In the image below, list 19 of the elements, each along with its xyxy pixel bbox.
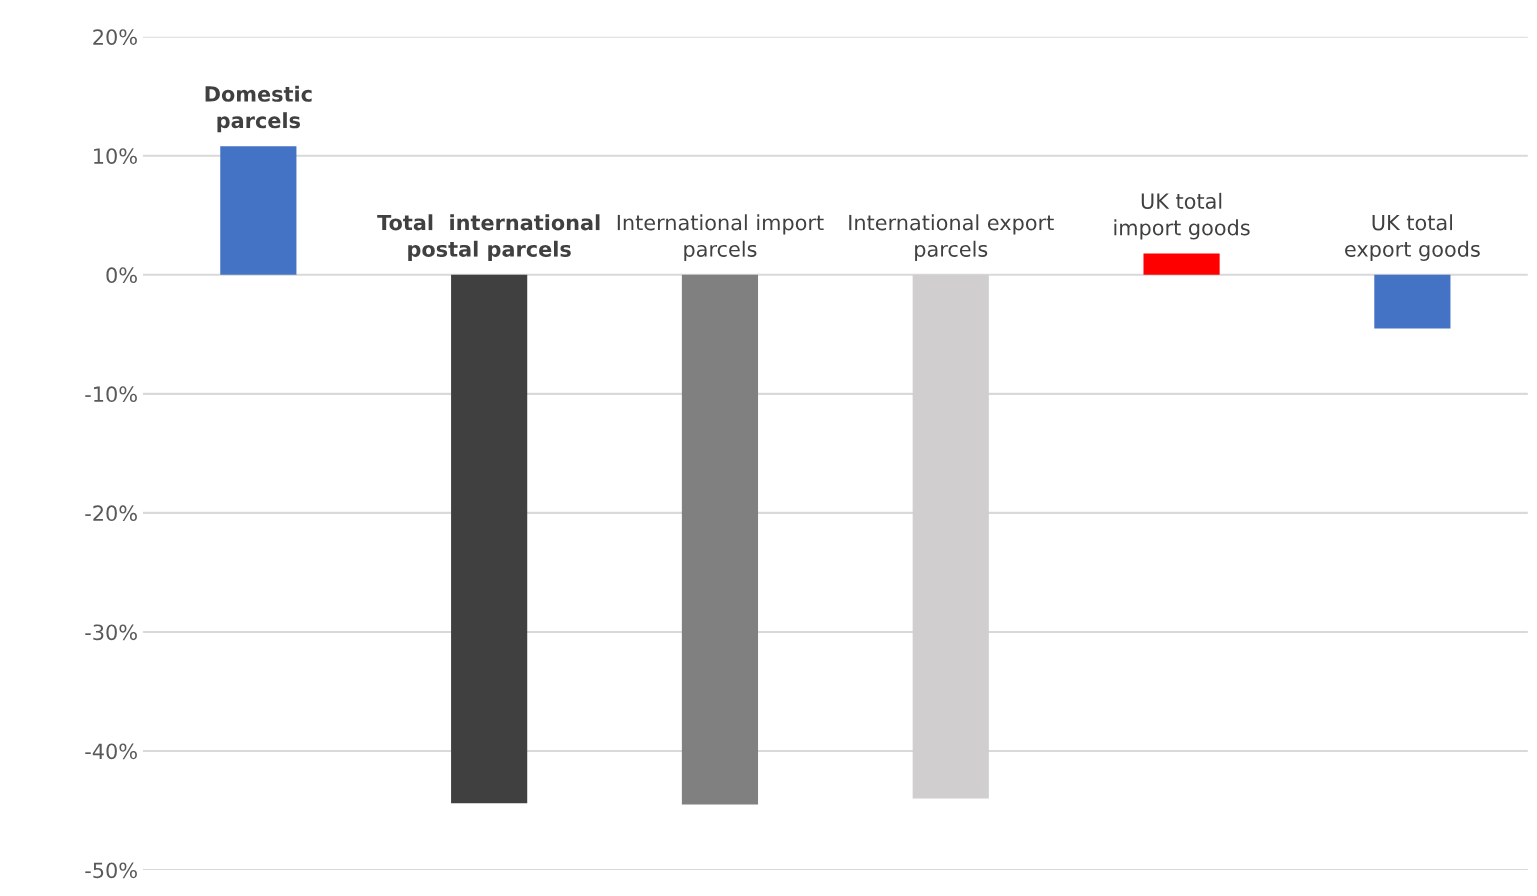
x-tick-label: UK total import goods — [1114, 192, 1250, 240]
bar — [1374, 274, 1451, 329]
x-tick-label: International import parcels — [617, 214, 824, 261]
bar — [1143, 253, 1220, 275]
y-tick-label: -30% — [85, 624, 137, 641]
bar — [451, 274, 528, 804]
x-tick-label: Total international postal parcels — [377, 214, 600, 261]
y-tick-label: 20% — [93, 29, 137, 45]
x-tick-label: Domestic parcels — [205, 85, 312, 133]
y-tick-label: -50% — [85, 862, 137, 879]
bar — [681, 274, 759, 805]
y-tick-label: -10% — [85, 386, 137, 403]
bar — [220, 146, 297, 275]
x-tick-label: UK total export goods — [1345, 214, 1480, 261]
y-tick-label: -20% — [85, 505, 137, 522]
y-tick-label: 10% — [94, 148, 137, 164]
y-tick-label: 0% — [106, 267, 137, 284]
x-tick-label: International export parcels — [849, 214, 1054, 261]
y-tick-label: -40% — [85, 743, 137, 760]
